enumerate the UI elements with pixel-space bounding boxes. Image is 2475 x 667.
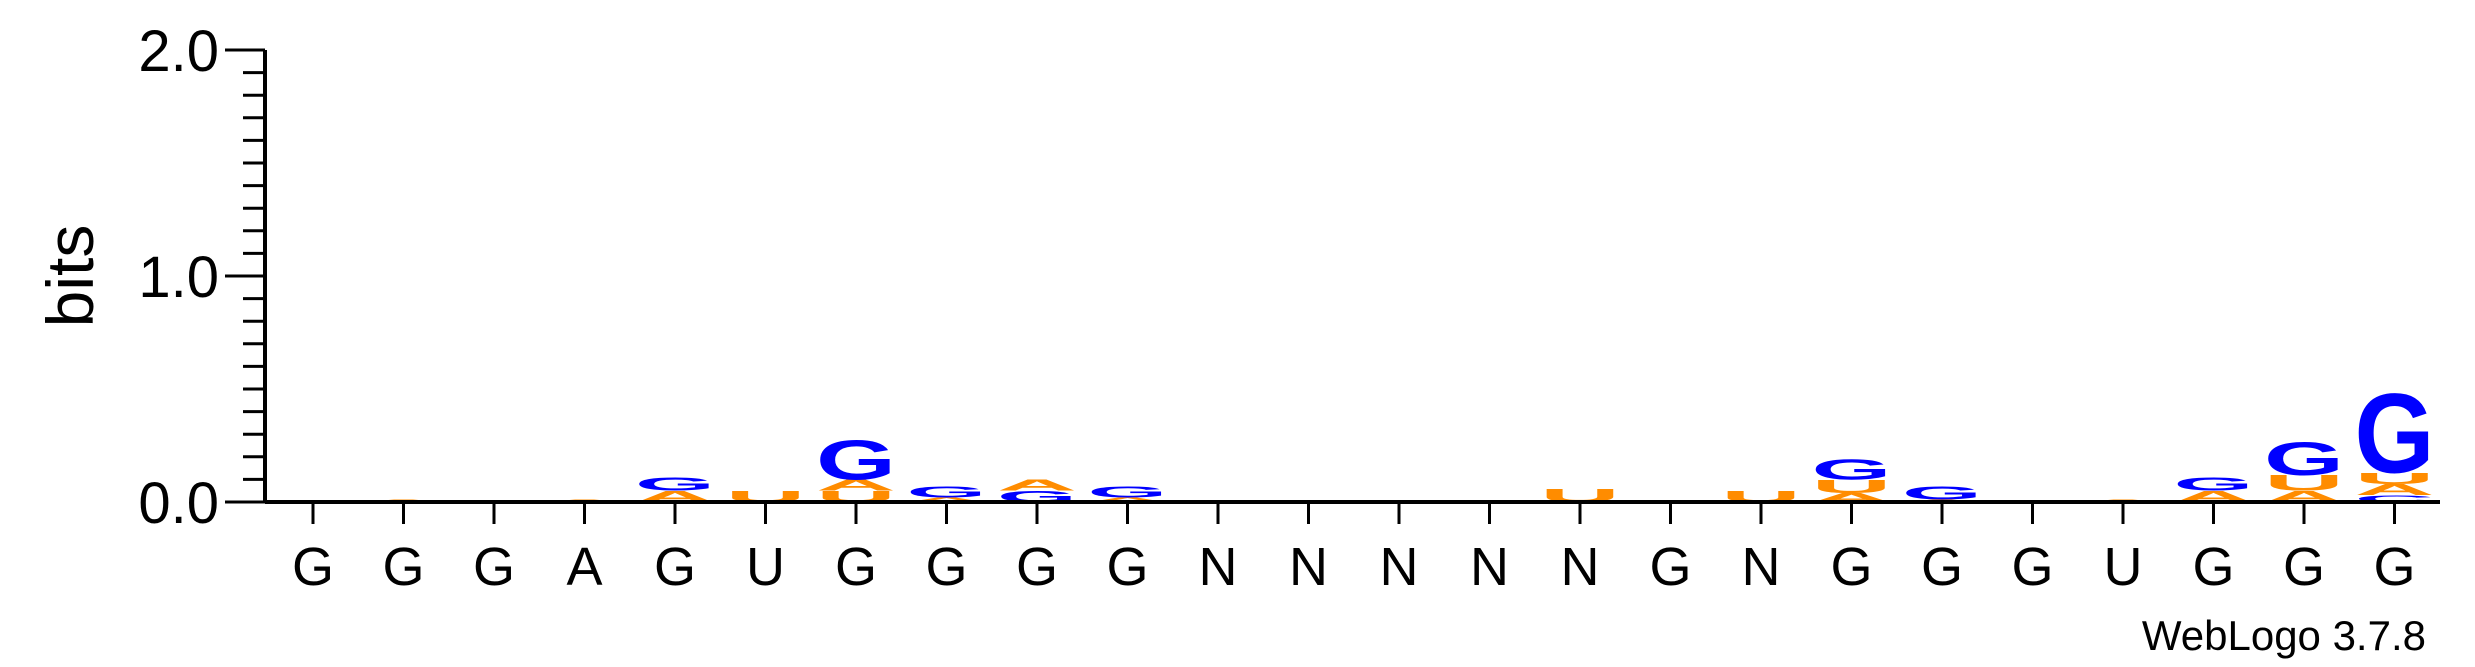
logo-letter-a: A [816, 476, 896, 494]
x-tick-label: G [2011, 537, 2053, 597]
y-tick-label: 1.0 [138, 245, 219, 310]
y-axis [263, 50, 2440, 504]
logo-letter-g: G [2174, 474, 2254, 495]
logo-letter-u: U [2264, 471, 2344, 495]
y-tick-label: 2.0 [138, 19, 219, 84]
logo-letter-u: U [2355, 470, 2435, 488]
x-tick-label: G [1830, 537, 1872, 597]
logo-letter-g: G [816, 428, 896, 491]
logo-letter-g: G [2264, 432, 2344, 484]
logo-letter-g: G [907, 483, 987, 501]
logo-letter-a: A [997, 476, 1077, 494]
logo-letter-a: A [1088, 496, 1168, 503]
y-axis-label: bits [33, 225, 107, 328]
x-tick-label: G [925, 537, 967, 597]
x-tick-label: G [2373, 537, 2415, 597]
logo-letter-g: G [1902, 483, 1982, 504]
x-tick-label: G [2192, 537, 2234, 597]
weblogo-credit: WebLogo 3.7.8 [2142, 612, 2426, 659]
y-tick-label: 0.0 [138, 471, 219, 536]
letter-stacks: AAAGUUAGAGGAAGUUAUGAGAAGAUGCAUG [364, 370, 2435, 506]
x-tick-label: G [835, 537, 877, 597]
x-tick-label: N [1199, 537, 1238, 597]
x-tick-label: G [1649, 537, 1691, 597]
logo-letter-g: G [635, 474, 715, 495]
logo-letter-g: G [1088, 483, 1168, 501]
x-tick-label: G [292, 537, 334, 597]
x-tick-label: N [1289, 537, 1328, 597]
x-tick-label: G [1016, 537, 1058, 597]
x-tick-label: N [1380, 537, 1419, 597]
logo-letter-u: U [1812, 476, 1892, 497]
x-tick-label: N [1742, 537, 1781, 597]
x-tick-label: G [1921, 537, 1963, 597]
x-tick-label: N [1561, 537, 1600, 597]
logo-letter-a: A [907, 496, 987, 503]
x-tick-label: G [473, 537, 515, 597]
logo-letter-g: G [2355, 370, 2435, 497]
logo-letter-a: A [2355, 481, 2435, 499]
x-tick-label: U [746, 537, 785, 597]
x-tick-label: G [382, 537, 424, 597]
x-tick-label: G [2283, 537, 2325, 597]
y-ticks: 0.0 1.0 2.0 [138, 19, 265, 536]
logo-letter-g: G [1812, 454, 1892, 485]
x-tick-label: U [2104, 537, 2143, 597]
x-tick-label: A [566, 537, 602, 597]
logo-letter-c: C [2355, 493, 2435, 504]
x-tick-label: N [1470, 537, 1509, 597]
x-tick-label: G [1106, 537, 1148, 597]
x-tick-label: G [654, 537, 696, 597]
